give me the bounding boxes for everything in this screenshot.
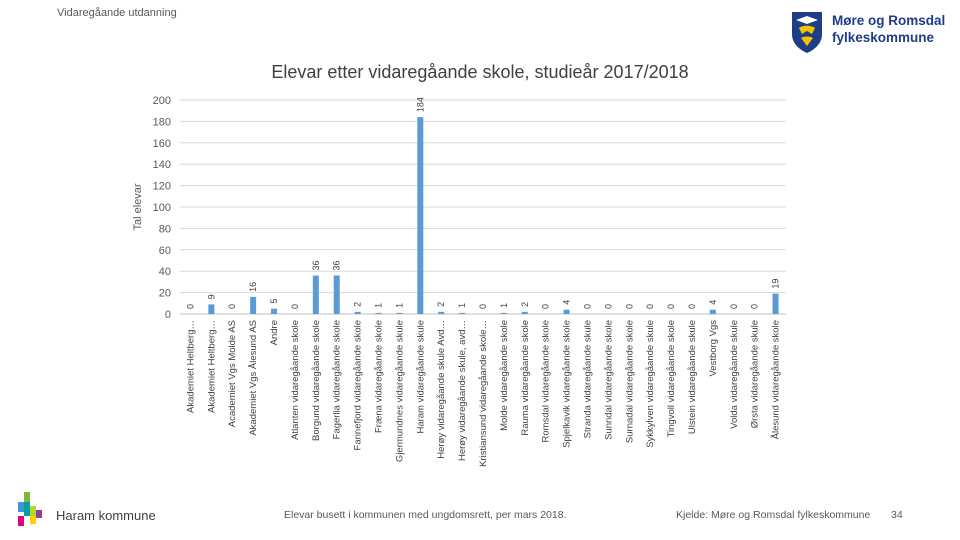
data-label: 0 bbox=[478, 304, 488, 309]
x-tick-label: Tingvoll vidaregåande skole bbox=[666, 320, 677, 437]
data-label: 0 bbox=[750, 304, 760, 309]
x-tick-label: Atlanten vidaregåande skole bbox=[290, 320, 301, 440]
county-logo: Møre og Romsdal fylkeskommune bbox=[790, 10, 960, 54]
x-tick-label: Sunndal vidaregåande skole bbox=[603, 320, 614, 440]
x-tick-label: Herøy vidaregåande skule Avd… bbox=[436, 320, 447, 459]
y-tick-label: 120 bbox=[153, 181, 171, 193]
bar bbox=[396, 312, 403, 314]
data-label: 0 bbox=[645, 304, 655, 309]
data-label: 1 bbox=[457, 303, 467, 308]
data-label: 0 bbox=[603, 304, 613, 309]
x-tick-label: Haram vidaregåande skule bbox=[415, 320, 426, 434]
x-tick-label: Volda vidaregåande skule bbox=[729, 320, 740, 429]
logo-line-1: Møre og Romsdal bbox=[832, 13, 946, 28]
y-tick-label: 140 bbox=[153, 159, 171, 171]
x-tick-label: Akademiet Heltberg… bbox=[185, 320, 196, 413]
data-label: 2 bbox=[520, 302, 530, 307]
footer-source: Kjelde: Møre og Romsdal fylkeskommune bbox=[676, 509, 871, 521]
x-tick-label: Ørsta vidaregåande skule bbox=[750, 320, 761, 428]
data-label: 4 bbox=[708, 300, 718, 305]
x-tick-label: Fræna vidaregåande skole bbox=[374, 320, 385, 433]
municipality-name: Haram kommune bbox=[56, 508, 156, 523]
data-label: 0 bbox=[666, 304, 676, 309]
data-label: 0 bbox=[227, 304, 237, 309]
bar bbox=[709, 309, 716, 314]
data-label: 36 bbox=[332, 260, 342, 270]
bar bbox=[312, 275, 319, 314]
x-tick-label: Andre bbox=[269, 320, 280, 345]
bar bbox=[354, 311, 361, 314]
bar bbox=[438, 311, 445, 314]
x-tick-label: Sykkylven vidaregåande skule bbox=[645, 320, 656, 448]
x-tick-label: Romsdal vidaregåande skole bbox=[541, 320, 552, 443]
bar bbox=[417, 117, 424, 315]
data-label: 0 bbox=[185, 304, 195, 309]
data-label: 2 bbox=[436, 302, 446, 307]
data-label: 19 bbox=[771, 279, 781, 289]
county-logo-text: Møre og Romsdal fylkeskommune bbox=[832, 12, 945, 46]
chart-title: Elevar etter vidaregåande skole, studieå… bbox=[271, 62, 689, 82]
data-label: 0 bbox=[541, 304, 551, 309]
data-label: 0 bbox=[729, 304, 739, 309]
y-tick-label: 160 bbox=[153, 138, 171, 150]
y-tick-label: 180 bbox=[153, 116, 171, 128]
x-tick-label: Akademiet Heltberg… bbox=[206, 320, 217, 413]
bar bbox=[333, 275, 340, 314]
bar bbox=[500, 312, 507, 314]
y-tick-label: 0 bbox=[165, 309, 171, 321]
data-label: 1 bbox=[374, 303, 384, 308]
x-tick-label: Gjermundnes vidaregåande skule bbox=[394, 320, 405, 462]
data-label: 2 bbox=[353, 302, 363, 307]
x-tick-label: Surnadal vidaregåande skole bbox=[624, 320, 635, 443]
x-tick-label: Akademiet Vgs Ålesund AS bbox=[248, 320, 259, 436]
bar bbox=[271, 308, 278, 314]
logo-line-2: fylkeskommune bbox=[832, 30, 935, 45]
bar bbox=[208, 304, 215, 314]
x-tick-label: Spjelkavik vidaregåande skole bbox=[562, 320, 573, 448]
bar bbox=[521, 311, 528, 314]
x-tick-label: Academiet Vgs Molde AS bbox=[227, 320, 238, 427]
y-tick-label: 100 bbox=[153, 202, 171, 214]
data-label: 0 bbox=[582, 304, 592, 309]
data-label: 16 bbox=[248, 282, 258, 292]
data-label: 0 bbox=[290, 304, 300, 309]
data-label: 0 bbox=[687, 304, 697, 309]
x-tick-label: Borgund vidaregåande skole bbox=[311, 320, 322, 441]
bar bbox=[563, 309, 570, 314]
data-label: 9 bbox=[206, 294, 216, 299]
data-label: 4 bbox=[562, 300, 572, 305]
bar bbox=[772, 293, 779, 314]
page-number: 34 bbox=[891, 509, 903, 521]
data-label: 5 bbox=[269, 299, 279, 304]
x-tick-label: Molde vidaregåande skole bbox=[499, 320, 510, 431]
x-tick-label: Stranda vidaregåande skule bbox=[582, 320, 593, 438]
y-tick-label: 80 bbox=[159, 223, 171, 235]
data-label: 184 bbox=[415, 97, 425, 112]
x-tick-label: Rauma vidaregåande skole bbox=[520, 320, 531, 436]
bar bbox=[375, 312, 382, 314]
bar bbox=[250, 296, 257, 314]
bar bbox=[459, 312, 466, 314]
y-axis-label: Tal elevar bbox=[132, 183, 144, 230]
data-label: 36 bbox=[311, 260, 321, 270]
x-tick-label: Kristiansund vidaregåande skole… bbox=[478, 320, 489, 467]
county-crest-icon bbox=[792, 12, 822, 53]
y-tick-label: 200 bbox=[153, 95, 171, 107]
x-tick-label: Ulstein vidaregåande skule bbox=[687, 320, 698, 434]
x-tick-label: Herøy vidaregåande skule, avd… bbox=[457, 320, 468, 461]
y-tick-label: 20 bbox=[159, 288, 171, 300]
x-tick-label: Fagerlia vidaregåande skole bbox=[332, 320, 343, 439]
x-tick-label: Ålesund vidaregåande skole bbox=[771, 320, 782, 439]
data-label: 0 bbox=[624, 304, 634, 309]
x-tick-label: Fannefjord vidaregåande skole bbox=[353, 320, 364, 450]
footer-note: Elevar busett i kommunen med ungdomsrett… bbox=[284, 509, 567, 521]
section-title: Vidaregåande utdanning bbox=[57, 7, 177, 19]
y-tick-label: 60 bbox=[159, 245, 171, 257]
data-label: 1 bbox=[394, 303, 404, 308]
data-label: 1 bbox=[499, 303, 509, 308]
x-tick-label: Vestborg Vgs bbox=[708, 320, 719, 377]
municipality-mark-icon bbox=[18, 492, 42, 526]
y-tick-label: 40 bbox=[159, 266, 171, 278]
